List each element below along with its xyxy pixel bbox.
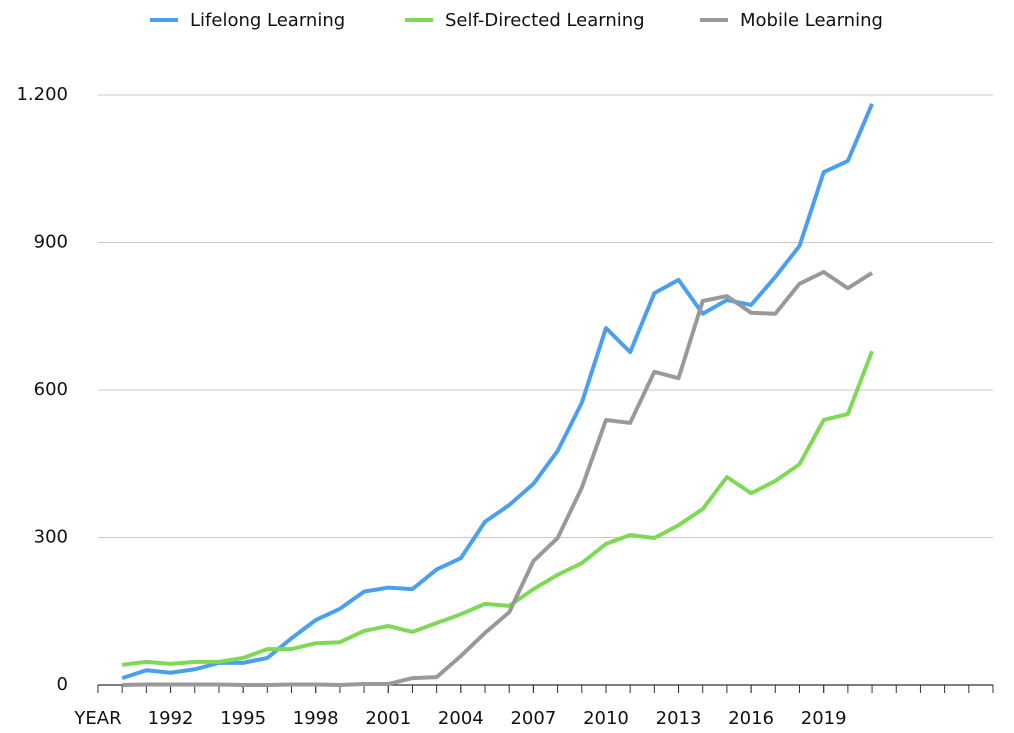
x-tick-label: 1998: [293, 708, 339, 729]
x-tick-label: 2013: [656, 708, 702, 729]
y-tick-label: 1.200: [16, 84, 68, 105]
x-tick-label: 1992: [148, 708, 194, 729]
legend-label: Self-Directed Learning: [445, 10, 645, 31]
x-tick-label: 2004: [438, 708, 484, 729]
series-line: [121, 350, 874, 667]
x-tick-label: 2007: [510, 708, 556, 729]
legend-label: Mobile Learning: [740, 10, 883, 31]
y-tick-label: 900: [34, 232, 68, 253]
x-tick-label: 2001: [365, 708, 411, 729]
series-line: [122, 270, 874, 687]
x-tick-label: 2019: [801, 708, 847, 729]
y-tick-label: 0: [57, 674, 68, 695]
x-tick-label: 2010: [583, 708, 629, 729]
legend-label: Lifelong Learning: [190, 10, 345, 31]
x-tick-label: 2016: [728, 708, 774, 729]
y-tick-label: 300: [34, 527, 68, 548]
y-tick-label: 600: [34, 379, 68, 400]
x-tick-label: YEAR: [73, 708, 121, 729]
x-tick-label: 1995: [220, 708, 266, 729]
series-line: [121, 103, 874, 681]
